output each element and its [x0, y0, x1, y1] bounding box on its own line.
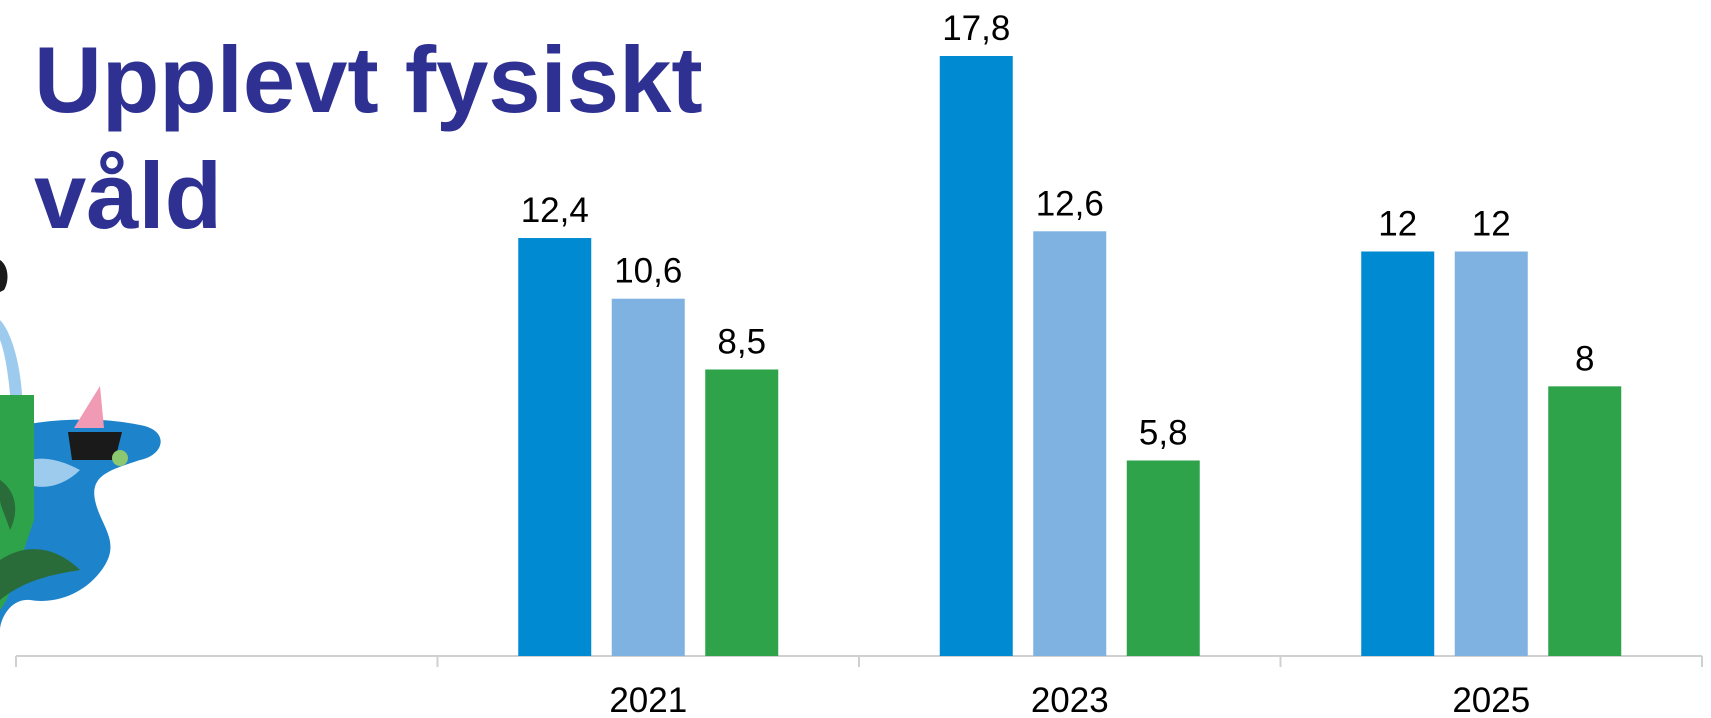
figure — [0, 320, 22, 395]
bar — [939, 56, 1013, 656]
leaf — [0, 480, 16, 530]
value-label: 12,6 — [1036, 184, 1104, 223]
bar — [1126, 460, 1200, 656]
bar — [1454, 251, 1528, 656]
x-tick-label: 2023 — [1031, 681, 1109, 718]
boat — [68, 432, 122, 460]
x-tick-label: 2025 — [1452, 681, 1530, 718]
figure-head — [0, 260, 8, 292]
illustration — [0, 260, 161, 630]
value-label: 17,8 — [942, 9, 1010, 48]
x-tick-label: 2021 — [609, 681, 687, 718]
bar — [1361, 251, 1435, 656]
wave — [30, 458, 80, 487]
sail — [74, 386, 104, 428]
ball — [112, 450, 128, 466]
leaf — [0, 549, 80, 600]
value-label: 8 — [1575, 339, 1594, 378]
bar — [518, 238, 592, 657]
bar — [705, 369, 779, 656]
chart-title: Upplevt fysiskt våld — [34, 27, 703, 248]
bar — [611, 298, 685, 656]
bar — [1548, 386, 1622, 656]
value-label: 12 — [1472, 205, 1511, 244]
value-label: 8,5 — [717, 322, 766, 361]
value-label: 12,4 — [521, 191, 589, 230]
value-label: 12 — [1378, 205, 1417, 244]
value-label: 10,6 — [614, 252, 682, 291]
value-label: 5,8 — [1139, 413, 1188, 452]
bar — [1033, 231, 1107, 657]
